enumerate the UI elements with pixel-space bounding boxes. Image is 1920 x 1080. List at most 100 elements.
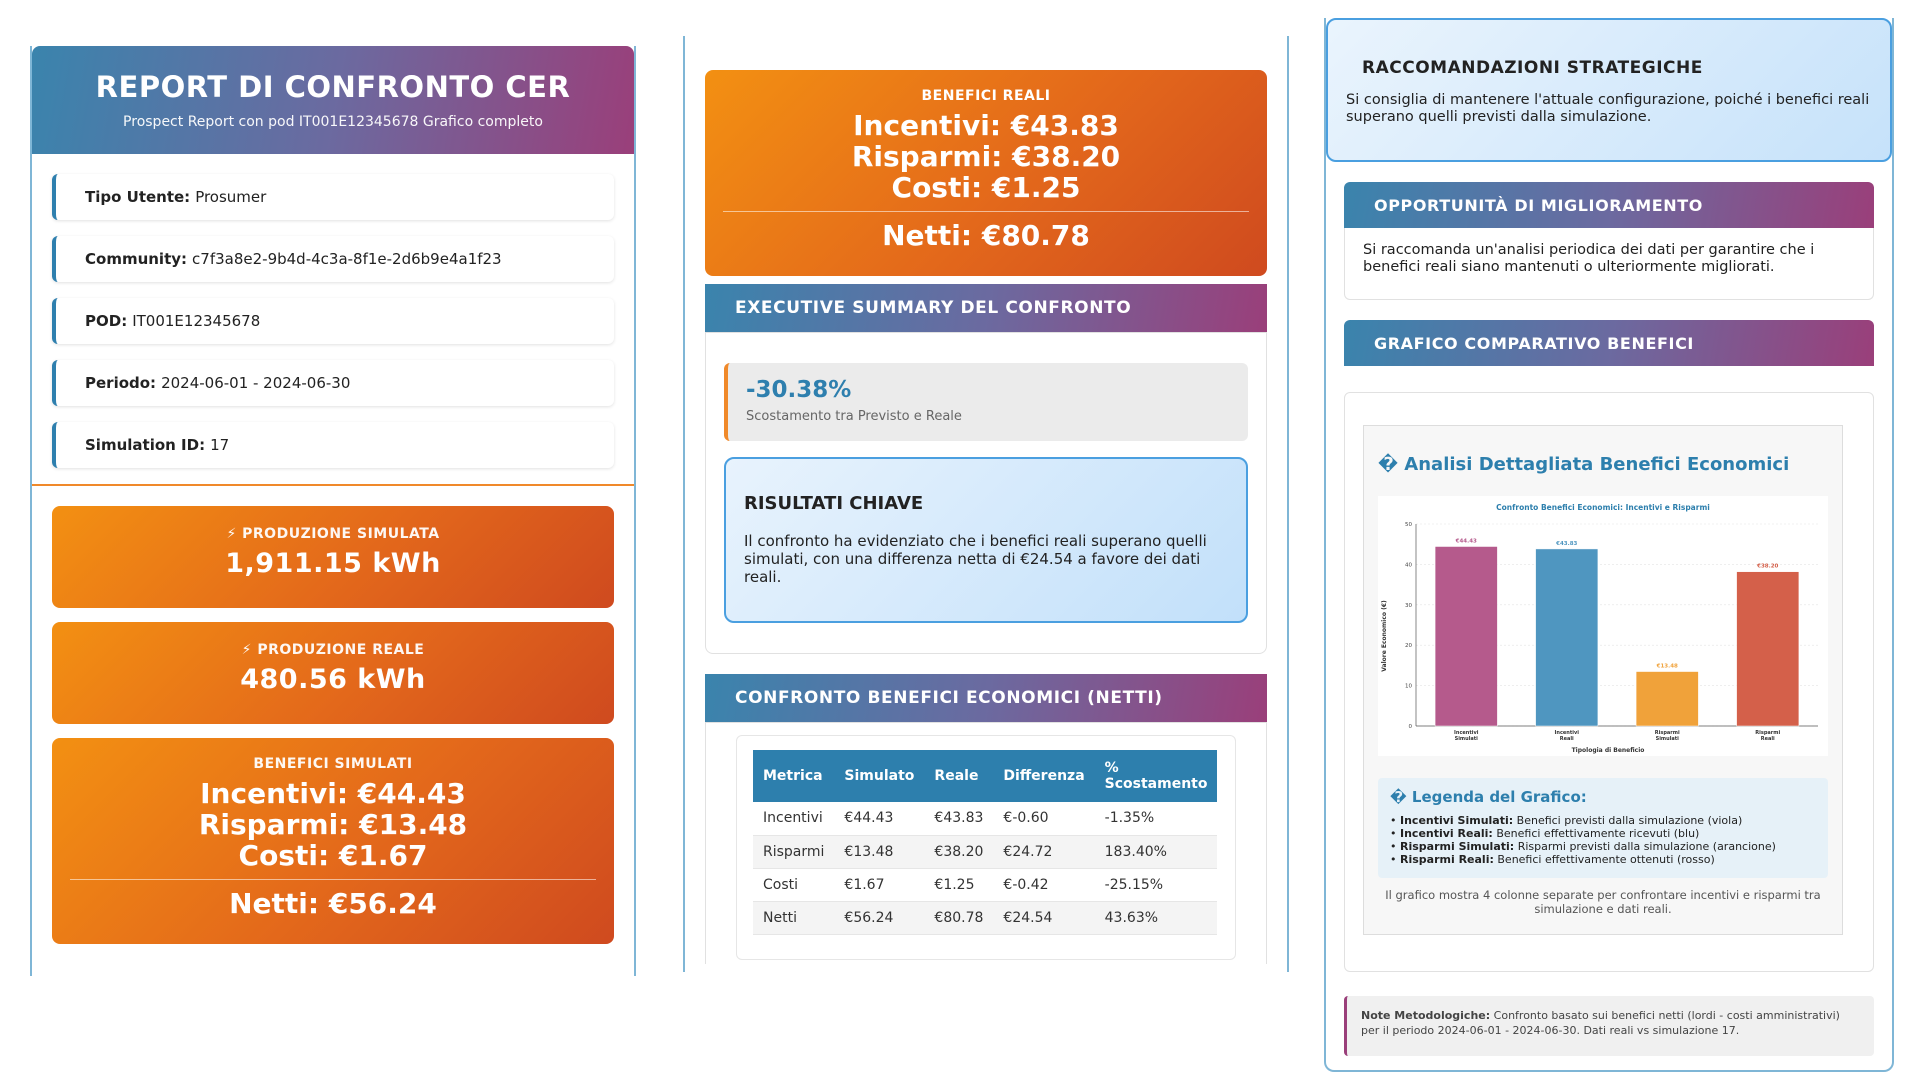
table-cell: €80.78: [924, 901, 994, 935]
confronto-title: CONFRONTO BENEFICI ECONOMICI (NETTI): [705, 674, 1267, 722]
benefici-reali-incentivi: Incentivi: €43.83: [853, 109, 1119, 142]
legend-item-label: Risparmi Simulati:: [1400, 840, 1515, 853]
chart-x-tick-label: Risparmi: [1755, 730, 1780, 736]
chart-bar: [1535, 548, 1599, 727]
table-cell: €24.54: [993, 901, 1095, 935]
benefici-simulati-netti: Netti: €56.24: [229, 887, 437, 920]
table-cell: 183.40%: [1094, 835, 1218, 869]
table-cell: €44.43: [834, 802, 925, 836]
benefici-reali-costi: Costi: €1.25: [891, 171, 1081, 204]
info-label: Simulation ID:: [85, 436, 206, 454]
info-value: IT001E12345678: [132, 312, 261, 330]
col-header-differenza: Differenza: [993, 750, 1095, 802]
chart-data-label: €43.83: [1555, 541, 1577, 547]
grafico-title: GRAFICO COMPARATIVO BENEFICI: [1374, 333, 1694, 353]
table-row: Costi €1.67 €1.25 €-0.42 -25.15%: [753, 868, 1218, 902]
table-cell: -1.35%: [1094, 802, 1218, 836]
report-header: REPORT DI CONFRONTO CER Prospect Report …: [32, 46, 634, 154]
deviation-label: Scostamento tra Previsto e Reale: [746, 409, 962, 424]
chart-x-tick-label: Simulati: [1455, 736, 1479, 742]
opportunita-panel: Si raccomanda un'analisi periodica dei d…: [1344, 228, 1874, 300]
note-metodologiche: Note Metodologiche: Confronto basato sui…: [1344, 996, 1874, 1056]
bar-chart: Confronto Benefici Economici: Incentivi …: [1378, 496, 1828, 756]
produzione-simulata-value: 1,911.15 kWh: [225, 548, 441, 579]
col-header-reale: Reale: [924, 750, 994, 802]
benefici-simulati-label: BENEFICI SIMULATI: [253, 756, 413, 772]
report-subtitle: Prospect Report con pod IT001E12345678 G…: [123, 114, 543, 130]
produzione-reale-value: 480.56 kWh: [240, 664, 426, 695]
chart-x-tick-label: Reali: [1560, 736, 1574, 742]
report-column-right: RACCOMANDAZIONI STRATEGICHE Si consiglia…: [1324, 18, 1894, 1072]
legend-title: � Legenda del Grafico:: [1390, 788, 1587, 806]
table-cell: €-0.42: [993, 868, 1095, 902]
chart-container: � Analisi Dettagliata Benefici Economici…: [1363, 425, 1843, 935]
chart-bar: [1635, 671, 1699, 727]
table-cell: €43.83: [924, 802, 994, 836]
chart-data-label: €13.48: [1656, 664, 1678, 670]
legend-list: • Incentivi Simulati: Benefici previsti …: [1390, 814, 1816, 866]
report-column-left: REPORT DI CONFRONTO CER Prospect Report …: [30, 46, 636, 976]
info-value: 17: [210, 436, 230, 454]
legend-item: • Incentivi Reali: Benefici effettivamen…: [1390, 827, 1700, 840]
benefici-reali-risparmi: Risparmi: €38.20: [851, 140, 1121, 173]
chart-x-tick-label: Risparmi: [1655, 730, 1680, 736]
chart-plot-area: 01020304050€44.43IncentiviSimulati€43.83…: [1405, 522, 1818, 742]
info-simulation-id: Simulation ID: 17: [52, 422, 614, 468]
legend-item: • Incentivi Simulati: Benefici previsti …: [1390, 814, 1743, 827]
benefici-simulati-costi: Costi: €1.67: [238, 839, 428, 872]
chart-xlabel: Tipologia di Beneficio: [1572, 747, 1645, 754]
info-label: Periodo:: [85, 374, 157, 392]
table-cell: Incentivi: [753, 802, 835, 836]
legend-item: • Risparmi Reali: Benefici effettivament…: [1390, 853, 1715, 866]
table-cell: €56.24: [834, 901, 925, 935]
table-cell: €38.20: [924, 835, 994, 869]
table-cell: Netti: [753, 901, 835, 935]
legend-item-text: Benefici effettivamente ricevuti (blu): [1496, 827, 1700, 840]
grafico-panel: � Analisi Dettagliata Benefici Economici…: [1344, 392, 1874, 972]
table-cell: €1.25: [924, 868, 994, 902]
benefici-reali-label: BENEFICI REALI: [921, 88, 1051, 104]
comparison-table: Metrica Simulato Reale Differenza % Scos…: [753, 750, 1218, 935]
legend-item-text: Benefici effettivamente ottenuti (rosso): [1497, 853, 1715, 866]
raccomandazioni-title: RACCOMANDAZIONI STRATEGICHE: [1362, 58, 1703, 78]
legend-item-label: Risparmi Reali:: [1400, 853, 1494, 866]
benefici-simulati-incentivi: Incentivi: €44.43: [200, 777, 466, 810]
benefici-simulati-lines: Incentivi: €44.43 Risparmi: €13.48 Costi…: [52, 778, 614, 871]
info-value: Prosumer: [195, 188, 267, 206]
key-results-title: RISULTATI CHIAVE: [744, 493, 924, 514]
info-tipo-utente: Tipo Utente: Prosumer: [52, 174, 614, 220]
table-wrapper: Metrica Simulato Reale Differenza % Scos…: [736, 735, 1236, 960]
chart-bar: [1434, 546, 1498, 727]
chart-x-tick-label: Simulati: [1656, 736, 1680, 742]
executive-summary-section: EXECUTIVE SUMMARY DEL CONFRONTO -30.38% …: [705, 284, 1267, 654]
deviation-value: -30.38%: [746, 377, 852, 403]
table-cell: €13.48: [834, 835, 925, 869]
grafico-header: GRAFICO COMPARATIVO BENEFICI: [1344, 320, 1874, 366]
legend-item-text: Benefici previsti dalla simulazione (vio…: [1516, 814, 1743, 827]
produzione-simulata-label: ⚡ PRODUZIONE SIMULATA: [226, 526, 440, 542]
col-header-simulato: Simulato: [834, 750, 925, 802]
chart-x-tick-label: Incentivi: [1454, 730, 1479, 736]
opportunita-header: OPPORTUNITÀ DI MIGLIORAMENTO: [1344, 182, 1874, 228]
col-header-metrica: Metrica: [753, 750, 835, 802]
opportunita-title: OPPORTUNITÀ DI MIGLIORAMENTO: [1374, 195, 1703, 215]
produzione-simulata-card: ⚡ PRODUZIONE SIMULATA 1,911.15 kWh: [52, 506, 614, 608]
table-cell: 43.63%: [1094, 901, 1218, 935]
info-value: 2024-06-01 - 2024-06-30: [161, 374, 351, 392]
chart-y-tick-label: 20: [1405, 643, 1412, 649]
divider: [70, 879, 596, 880]
legend-item-text: Risparmi previsti dalla simulazione (ara…: [1517, 840, 1776, 853]
benefici-reali-lines: Incentivi: €43.83 Risparmi: €38.20 Costi…: [705, 110, 1267, 203]
key-results-text: Il confronto ha evidenziato che i benefi…: [744, 532, 1207, 586]
chart-data-label: €38.20: [1756, 564, 1778, 570]
benefici-reali-card: BENEFICI REALI Incentivi: €43.83 Risparm…: [705, 70, 1267, 276]
key-results-box: RISULTATI CHIAVE Il confronto ha evidenz…: [724, 457, 1248, 623]
info-periodo: Periodo: 2024-06-01 - 2024-06-30: [52, 360, 614, 406]
note-text: Confronto basato sui benefici netti (lor…: [1361, 1009, 1840, 1037]
col-header-scostamento: % Scostamento: [1094, 750, 1218, 802]
legend-item-label: Incentivi Reali:: [1400, 827, 1493, 840]
produzione-reale-card: ⚡ PRODUZIONE REALE 480.56 kWh: [52, 622, 614, 724]
report-title: REPORT DI CONFRONTO CER: [95, 70, 571, 104]
table-row: Risparmi €13.48 €38.20 €24.72 183.40%: [753, 835, 1218, 869]
